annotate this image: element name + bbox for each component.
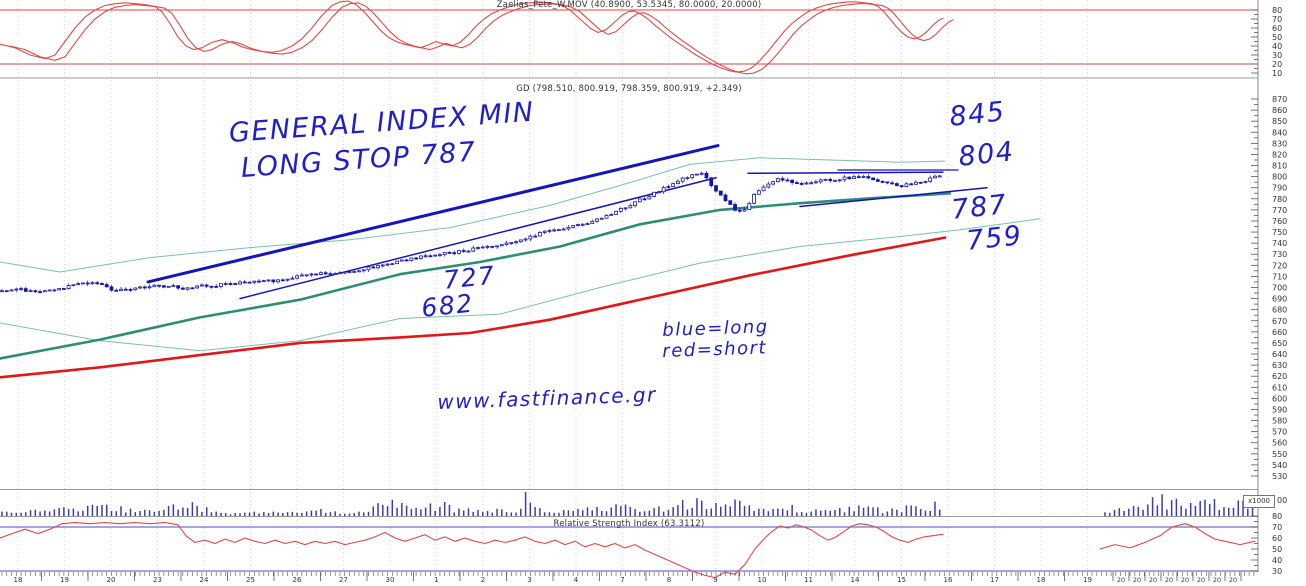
y-axis-tick-label: 870 xyxy=(1272,95,1287,104)
y-axis-tick-label: 60 xyxy=(1272,534,1282,543)
x-axis-date-label: 23 xyxy=(153,576,162,584)
y-axis-tick-label: 680 xyxy=(1272,306,1287,315)
y-axis-tick-label: 620 xyxy=(1272,372,1287,381)
y-axis-tick-label: 670 xyxy=(1272,317,1287,326)
x-axis-date-label: 19 xyxy=(1083,576,1092,584)
moving-averages xyxy=(0,192,952,379)
y-axis-tick-label: 700 xyxy=(1272,284,1287,293)
x-axis-date-label: 20 xyxy=(1229,576,1237,584)
y-axis-tick-label: 690 xyxy=(1272,295,1287,304)
x-axis-date-label: 18 xyxy=(14,576,23,584)
x-axis-date-label: 7 xyxy=(620,576,624,584)
x-axis: 18 19 20 23 24 25 26 27 30 1 2 3 4 7 8 9 10 11 14 15 16 17 18 1… xyxy=(1,572,1255,584)
y-axis-tick-label: 830 xyxy=(1272,139,1287,148)
x-axis-date-label: 20 xyxy=(1149,576,1157,584)
y-axis-tick-label: 860 xyxy=(1272,106,1287,115)
y-axis-tick-label: 610 xyxy=(1272,383,1287,392)
y-axis-tick-label: 600 xyxy=(1272,394,1287,403)
x-axis-date-label: 20 xyxy=(1181,576,1189,584)
x-axis-date-label: 15 xyxy=(897,576,906,584)
y-axis-tick-label: 630 xyxy=(1272,361,1287,370)
y-axis-tick-label: 60 xyxy=(1272,24,1282,33)
y-axis-tick-label: 820 xyxy=(1272,150,1287,159)
x-axis-date-label: 30 xyxy=(386,576,395,584)
y-axis-tick-label: 650 xyxy=(1272,339,1287,348)
x-axis-date-label: 20 xyxy=(1197,576,1205,584)
y-axis-tick-label: 800 xyxy=(1272,173,1287,182)
x-axis-date-label: 16 xyxy=(944,576,953,584)
x-axis-date-label: 11 xyxy=(804,576,813,584)
oscillator-panel xyxy=(0,0,1258,75)
y-axis-tick-label: 770 xyxy=(1272,206,1287,215)
y-axis-tick-label: 640 xyxy=(1272,350,1287,359)
x-axis-date-label: 20 xyxy=(1165,576,1173,584)
y-axis-tick-label: 810 xyxy=(1272,162,1287,171)
y-axis-labels: 8070605040302010870860850840830820810800… xyxy=(1251,6,1287,576)
y-axis-tick-label: 580 xyxy=(1272,417,1287,426)
candlesticks xyxy=(0,170,942,294)
x-axis-date-label: 9 xyxy=(713,576,717,584)
y-axis-tick-label: 560 xyxy=(1272,439,1287,448)
x-axis-date-label: 18 xyxy=(1037,576,1046,584)
x-axis-date-label: 20 xyxy=(1117,576,1125,584)
y-axis-tick-label: 850 xyxy=(1272,117,1287,126)
x-axis-date-label: 24 xyxy=(200,576,209,584)
y-axis-tick-label: 50 xyxy=(1272,545,1282,554)
x-axis-date-label: 25 xyxy=(246,576,255,584)
y-axis-tick-label: 730 xyxy=(1272,250,1287,259)
y-axis-tick-label: 710 xyxy=(1272,272,1287,281)
y-axis-tick-label: 30 xyxy=(1272,51,1282,60)
x-axis-date-label: 2 xyxy=(481,576,485,584)
y-axis-tick-label: 40 xyxy=(1272,556,1282,565)
y-axis-tick-label: 660 xyxy=(1272,328,1287,337)
x-axis-date-label: 10 xyxy=(758,576,767,584)
x-axis-date-label: 8 xyxy=(667,576,671,584)
y-axis-tick-label: 760 xyxy=(1272,217,1287,226)
x-axis-date-label: 3 xyxy=(527,576,531,584)
x-axis-date-label: 19 xyxy=(60,576,69,584)
bollinger-bands xyxy=(0,157,1041,352)
y-axis-tick-label: 590 xyxy=(1272,405,1287,414)
x-axis-date-label: 1 xyxy=(434,576,438,584)
y-axis-tick-label: 50 xyxy=(1272,33,1282,42)
y-axis-tick-label: 40 xyxy=(1272,42,1282,51)
y-axis-tick-label: 70 xyxy=(1272,523,1282,532)
x-axis-date-label: 4 xyxy=(574,576,579,584)
y-axis-tick-label: 70 xyxy=(1272,15,1282,24)
y-axis-tick-label: 530 xyxy=(1272,472,1287,481)
y-axis-tick-label: 750 xyxy=(1272,228,1287,237)
y-axis-tick-label: 80 xyxy=(1272,6,1282,15)
y-axis-tick-label: 840 xyxy=(1272,128,1287,137)
y-axis-tick-label: 30 xyxy=(1272,567,1282,576)
y-axis-tick-label: 780 xyxy=(1272,195,1287,204)
x-axis-date-label: 20 xyxy=(1133,576,1141,584)
x-axis-date-label: 20 xyxy=(1213,576,1221,584)
x-axis-date-label: 26 xyxy=(293,576,302,584)
y-axis-tick-label: 550 xyxy=(1272,450,1287,459)
volume-bars xyxy=(1,492,1254,516)
y-axis-tick-label: 540 xyxy=(1272,461,1287,470)
y-axis-tick-label: 570 xyxy=(1272,428,1287,437)
volume-axis-value: 00 xyxy=(1277,496,1288,505)
x-axis-date-label: 17 xyxy=(990,576,999,584)
y-axis-tick-label: 740 xyxy=(1272,239,1287,248)
y-axis-tick-label: 10 xyxy=(1272,69,1282,78)
y-axis-tick-label: 720 xyxy=(1272,261,1287,270)
x-axis-date-label: 20 xyxy=(107,576,116,584)
y-axis-tick-label: 20 xyxy=(1272,60,1282,69)
y-axis-tick-label: 80 xyxy=(1272,512,1282,521)
x-axis-date-label: 27 xyxy=(339,576,348,584)
y-axis-tick-label: 790 xyxy=(1272,184,1287,193)
trendlines xyxy=(146,144,988,300)
panel-borders xyxy=(0,0,1259,572)
volume-unit-badge: x1000 xyxy=(1243,495,1275,508)
x-axis-date-label: 14 xyxy=(851,576,860,584)
rsi-panel xyxy=(0,522,1258,579)
